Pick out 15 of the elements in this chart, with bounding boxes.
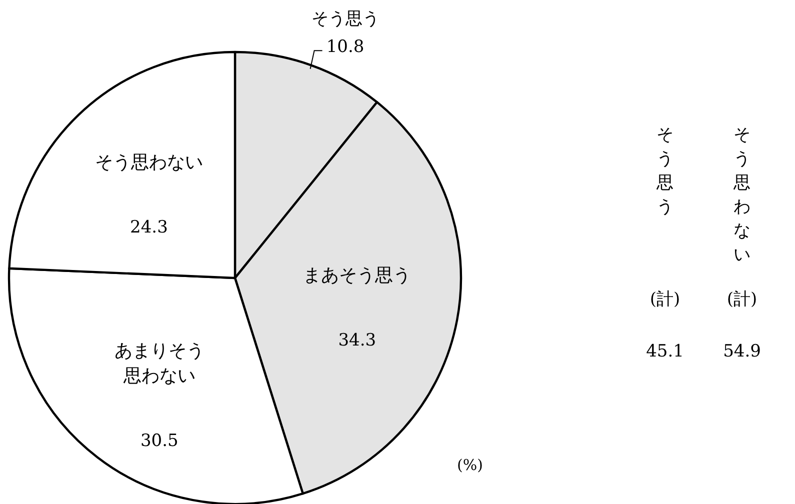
text: 45.1 xyxy=(646,341,684,362)
text: (計) xyxy=(650,289,680,310)
text: そう思う xyxy=(656,125,674,217)
text: (%) xyxy=(457,456,483,474)
slice-label: あまりそう思わない xyxy=(114,340,204,386)
data-label: 34.3 xyxy=(338,330,376,351)
slice-label: そう思わない xyxy=(94,152,203,173)
text: 54.9 xyxy=(723,341,761,362)
data-label: 10.8 xyxy=(326,37,364,58)
slice-label: そう思う xyxy=(311,9,380,30)
data-label: 24.3 xyxy=(130,218,168,238)
data-label: 30.5 xyxy=(140,431,178,452)
text: (計) xyxy=(726,289,758,310)
text: そう思わない xyxy=(732,125,750,265)
slice-label: まあそう思う xyxy=(303,264,412,286)
